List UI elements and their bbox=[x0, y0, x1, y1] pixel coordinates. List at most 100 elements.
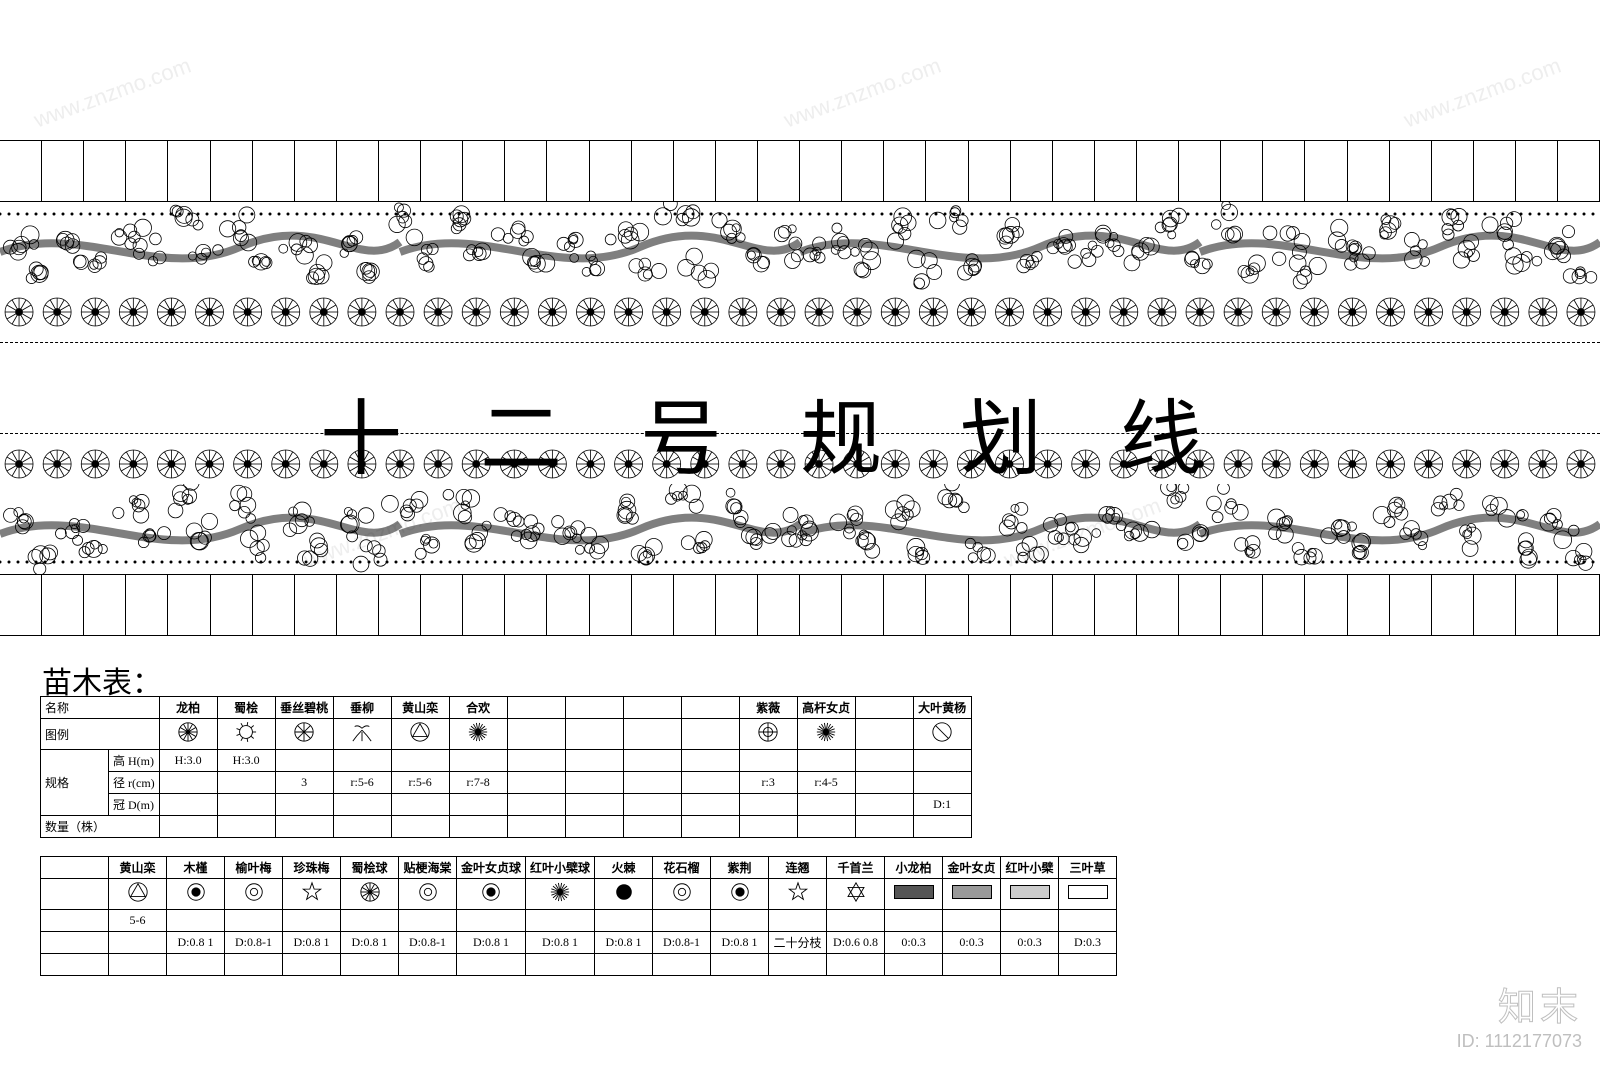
qty-cell bbox=[711, 954, 769, 976]
spec-sublabel: 高 H(m) bbox=[109, 750, 160, 772]
spec-cell bbox=[159, 794, 217, 816]
spec-cell bbox=[41, 932, 109, 954]
col-header bbox=[565, 697, 623, 719]
legend-cell bbox=[217, 719, 275, 750]
qty-cell bbox=[283, 954, 341, 976]
paving-grid-bottom bbox=[0, 574, 1600, 636]
qty-cell bbox=[333, 816, 391, 838]
spec-cell bbox=[913, 750, 971, 772]
col-header: 龙柏 bbox=[159, 697, 217, 719]
qty-cell bbox=[681, 816, 739, 838]
col-header: 木槿 bbox=[167, 857, 225, 879]
col-header: 珍珠梅 bbox=[283, 857, 341, 879]
spec-cell bbox=[913, 772, 971, 794]
spec-cell: H:3.0 bbox=[217, 750, 275, 772]
spec-cell bbox=[159, 772, 217, 794]
legend-cell bbox=[225, 879, 283, 910]
spec-cell: r:4-5 bbox=[797, 772, 855, 794]
qty-cell bbox=[565, 816, 623, 838]
spec-cell bbox=[595, 910, 653, 932]
spec-cell bbox=[797, 750, 855, 772]
col-header: 花石榴 bbox=[653, 857, 711, 879]
qty-cell bbox=[225, 954, 283, 976]
row-label: 数量（株） bbox=[41, 816, 160, 838]
spec-cell bbox=[217, 794, 275, 816]
spec-cell: D:0.8 1 bbox=[711, 932, 769, 954]
qty-cell bbox=[109, 954, 167, 976]
qty-cell bbox=[1059, 954, 1117, 976]
spec-cell bbox=[797, 794, 855, 816]
qty-cell bbox=[739, 816, 797, 838]
spec-cell bbox=[565, 772, 623, 794]
watermark-diag: www.znzmo.com bbox=[1401, 53, 1565, 134]
col-header: 黄山栾 bbox=[391, 697, 449, 719]
spec-cell bbox=[623, 794, 681, 816]
qty-cell bbox=[1001, 954, 1059, 976]
spec-cell bbox=[653, 910, 711, 932]
spec-cell bbox=[855, 750, 913, 772]
spec-cell bbox=[769, 910, 827, 932]
row-label: 规格 bbox=[41, 750, 109, 816]
spec-cell: 0:0.3 bbox=[1001, 932, 1059, 954]
legend-cell bbox=[913, 719, 971, 750]
legend-cell bbox=[769, 879, 827, 910]
legend-cell bbox=[711, 879, 769, 910]
qty-cell bbox=[167, 954, 225, 976]
spec-cell bbox=[109, 932, 167, 954]
legend-cell bbox=[333, 719, 391, 750]
spec-cell: 二十分枝 bbox=[769, 932, 827, 954]
col-header bbox=[41, 857, 109, 879]
qty-cell bbox=[391, 816, 449, 838]
qty-cell bbox=[275, 816, 333, 838]
qty-cell bbox=[943, 954, 1001, 976]
legend-cell bbox=[943, 879, 1001, 910]
legend-cell bbox=[565, 719, 623, 750]
planting-band-bottom bbox=[0, 484, 1600, 574]
spec-cell bbox=[565, 750, 623, 772]
spec-cell bbox=[167, 910, 225, 932]
qty-cell bbox=[913, 816, 971, 838]
qty-cell bbox=[41, 954, 109, 976]
watermark-diag: www.znzmo.com bbox=[781, 53, 945, 134]
spec-cell: 5-6 bbox=[109, 910, 167, 932]
spec-cell bbox=[507, 794, 565, 816]
legend-cell bbox=[167, 879, 225, 910]
qty-cell bbox=[653, 954, 711, 976]
spec-cell: D:0.8-1 bbox=[653, 932, 711, 954]
legend-cell bbox=[526, 879, 595, 910]
spec-cell: D:0.8 1 bbox=[167, 932, 225, 954]
spec-cell bbox=[217, 772, 275, 794]
qty-cell bbox=[159, 816, 217, 838]
spec-cell: 3 bbox=[275, 772, 333, 794]
spec-cell: D:0.8 1 bbox=[341, 932, 399, 954]
spec-cell bbox=[333, 794, 391, 816]
plant-schedule-table-1: 名称龙柏蜀桧垂丝碧桃垂柳黄山栾合欢紫薇高杆女贞大叶黄杨图例规格高 H(m)H:3… bbox=[40, 696, 972, 838]
spec-cell bbox=[333, 750, 391, 772]
spec-cell bbox=[711, 910, 769, 932]
qty-cell bbox=[885, 954, 943, 976]
spec-cell bbox=[739, 750, 797, 772]
legend-cell bbox=[827, 879, 885, 910]
legend-cell bbox=[41, 879, 109, 910]
spec-sublabel: 径 r(cm) bbox=[109, 772, 160, 794]
qty-cell bbox=[526, 954, 595, 976]
qty-cell bbox=[595, 954, 653, 976]
spec-cell: D:0.8-1 bbox=[225, 932, 283, 954]
legend-cell bbox=[275, 719, 333, 750]
legend-cell bbox=[457, 879, 526, 910]
spec-cell bbox=[225, 910, 283, 932]
planting-band-top bbox=[0, 202, 1600, 292]
row-label: 图例 bbox=[41, 719, 160, 750]
legend-cell bbox=[391, 719, 449, 750]
paving-grid-top bbox=[0, 140, 1600, 202]
spec-cell bbox=[283, 910, 341, 932]
spec-sublabel: 冠 D(m) bbox=[109, 794, 160, 816]
col-header bbox=[507, 697, 565, 719]
watermark-id: ID: 1112177073 bbox=[1457, 1031, 1582, 1052]
spec-cell bbox=[681, 794, 739, 816]
legend-cell bbox=[855, 719, 913, 750]
spec-cell: D:0.8 1 bbox=[283, 932, 341, 954]
col-header: 紫荆 bbox=[711, 857, 769, 879]
watermark-logo: 知末 bbox=[1457, 976, 1582, 1031]
spec-cell bbox=[943, 910, 1001, 932]
